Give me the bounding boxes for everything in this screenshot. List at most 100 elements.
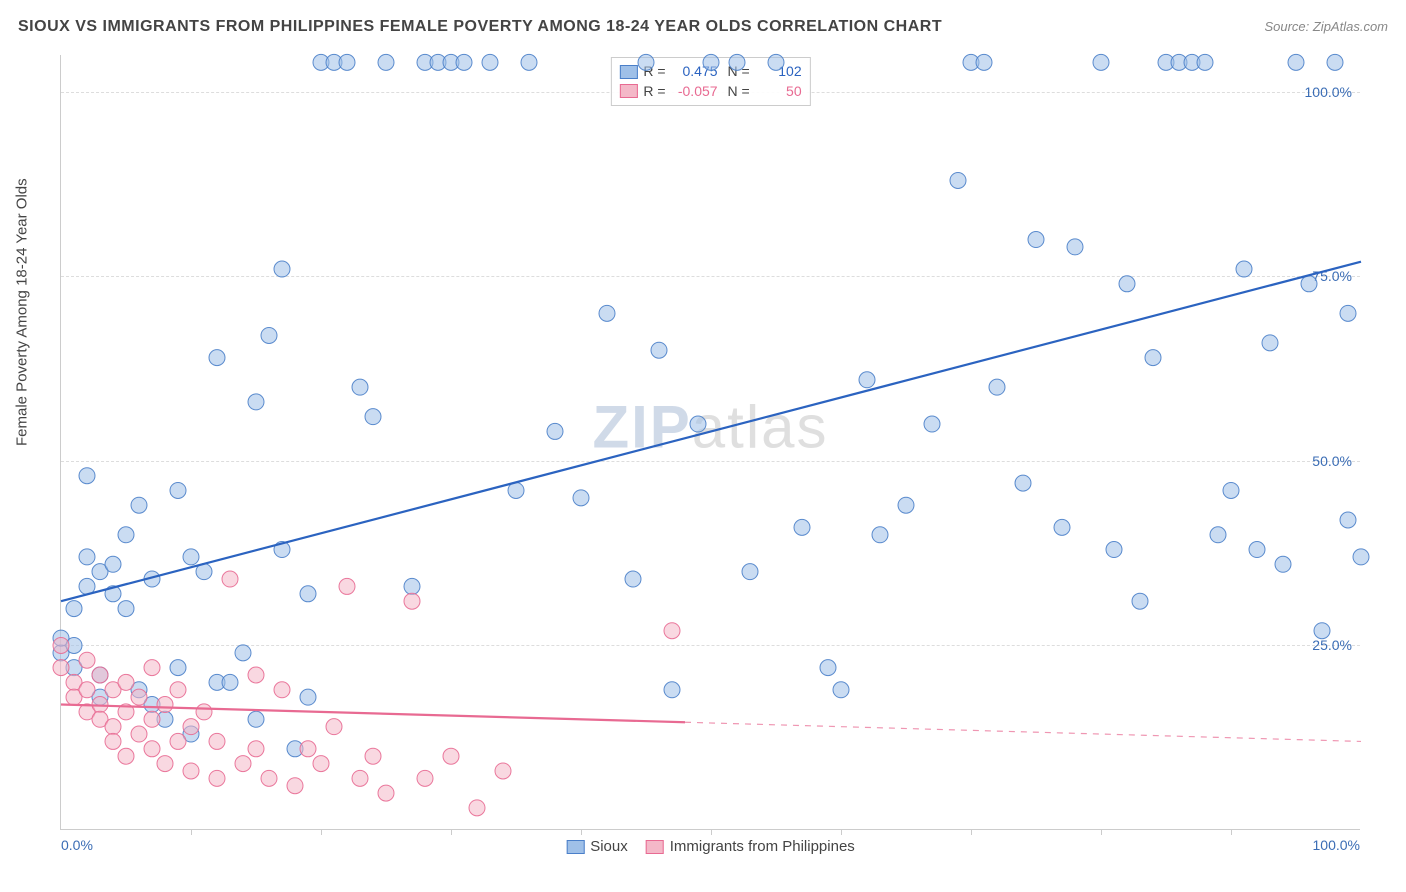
data-point-immigrants-from-philippines (235, 756, 251, 772)
data-point-sioux (742, 564, 758, 580)
data-point-sioux (1314, 623, 1330, 639)
data-point-immigrants-from-philippines (300, 741, 316, 757)
legend-swatch-philippines (646, 840, 664, 854)
data-point-sioux (456, 54, 472, 70)
data-point-sioux (1249, 542, 1265, 558)
data-point-sioux (1015, 475, 1031, 491)
data-point-sioux (729, 54, 745, 70)
data-point-sioux (378, 54, 394, 70)
trend-line-extrapolated-immigrants-from-philippines (685, 722, 1361, 741)
legend-label-philippines: Immigrants from Philippines (670, 838, 855, 855)
x-minor-tick (1101, 829, 1102, 835)
data-point-immigrants-from-philippines (144, 711, 160, 727)
data-point-sioux (1288, 54, 1304, 70)
data-point-sioux (105, 556, 121, 572)
data-point-immigrants-from-philippines (495, 763, 511, 779)
data-point-immigrants-from-philippines (118, 674, 134, 690)
data-point-immigrants-from-philippines (53, 660, 69, 676)
data-point-sioux (1301, 276, 1317, 292)
data-point-sioux (79, 468, 95, 484)
data-point-immigrants-from-philippines (105, 719, 121, 735)
data-point-sioux (209, 350, 225, 366)
data-point-sioux (820, 660, 836, 676)
data-point-immigrants-from-philippines (157, 756, 173, 772)
data-point-sioux (690, 416, 706, 432)
data-point-sioux (222, 674, 238, 690)
series-legend: Sioux Immigrants from Philippines (566, 838, 855, 855)
data-point-immigrants-from-philippines (170, 733, 186, 749)
data-point-sioux (365, 409, 381, 425)
data-point-immigrants-from-philippines (326, 719, 342, 735)
data-point-sioux (924, 416, 940, 432)
data-point-sioux (300, 689, 316, 705)
legend-item-philippines: Immigrants from Philippines (646, 838, 855, 855)
data-point-immigrants-from-philippines (105, 733, 121, 749)
data-point-immigrants-from-philippines (209, 770, 225, 786)
data-point-sioux (625, 571, 641, 587)
data-point-immigrants-from-philippines (248, 741, 264, 757)
data-point-sioux (1119, 276, 1135, 292)
data-point-immigrants-from-philippines (287, 778, 303, 794)
data-point-sioux (703, 54, 719, 70)
data-point-immigrants-from-philippines (404, 593, 420, 609)
data-point-immigrants-from-philippines (118, 748, 134, 764)
data-point-sioux (261, 327, 277, 343)
data-point-sioux (950, 172, 966, 188)
data-point-sioux (1353, 549, 1369, 565)
x-minor-tick (841, 829, 842, 835)
data-point-sioux (118, 601, 134, 617)
y-axis-label: Female Poverty Among 18-24 Year Olds (14, 178, 31, 446)
data-point-sioux (274, 261, 290, 277)
data-point-sioux (170, 660, 186, 676)
x-minor-tick (711, 829, 712, 835)
data-point-immigrants-from-philippines (664, 623, 680, 639)
data-point-sioux (1340, 305, 1356, 321)
data-point-sioux (1106, 542, 1122, 558)
data-point-immigrants-from-philippines (131, 689, 147, 705)
x-minor-tick (971, 829, 972, 835)
data-point-sioux (66, 601, 82, 617)
data-point-sioux (1210, 527, 1226, 543)
data-point-sioux (1327, 54, 1343, 70)
data-point-sioux (521, 54, 537, 70)
data-point-sioux (573, 490, 589, 506)
data-point-sioux (794, 519, 810, 535)
data-point-sioux (638, 54, 654, 70)
data-point-immigrants-from-philippines (157, 697, 173, 713)
data-point-immigrants-from-philippines (92, 667, 108, 683)
x-tick-100: 100.0% (1313, 837, 1360, 853)
data-point-sioux (872, 527, 888, 543)
data-point-immigrants-from-philippines (79, 652, 95, 668)
legend-label-sioux: Sioux (590, 838, 628, 855)
data-point-immigrants-from-philippines (469, 800, 485, 816)
plot-area: ZIPatlas 25.0%50.0%75.0%100.0% R = 0.475… (60, 55, 1360, 830)
data-point-sioux (79, 549, 95, 565)
data-point-immigrants-from-philippines (378, 785, 394, 801)
data-point-sioux (131, 497, 147, 513)
x-tick-0: 0.0% (61, 837, 93, 853)
legend-item-sioux: Sioux (566, 838, 628, 855)
data-point-immigrants-from-philippines (417, 770, 433, 786)
data-point-sioux (599, 305, 615, 321)
data-point-sioux (1067, 239, 1083, 255)
data-point-sioux (1132, 593, 1148, 609)
data-point-immigrants-from-philippines (144, 660, 160, 676)
data-point-sioux (482, 54, 498, 70)
data-point-sioux (339, 54, 355, 70)
data-point-sioux (352, 379, 368, 395)
data-point-sioux (183, 549, 199, 565)
data-point-sioux (768, 54, 784, 70)
data-point-immigrants-from-philippines (443, 748, 459, 764)
data-point-immigrants-from-philippines (339, 578, 355, 594)
x-minor-tick (321, 829, 322, 835)
data-point-sioux (1340, 512, 1356, 528)
data-point-sioux (664, 682, 680, 698)
data-point-immigrants-from-philippines (131, 726, 147, 742)
data-point-sioux (170, 482, 186, 498)
scatter-svg-layer (61, 55, 1360, 829)
x-minor-tick (581, 829, 582, 835)
data-point-immigrants-from-philippines (144, 741, 160, 757)
data-point-immigrants-from-philippines (352, 770, 368, 786)
data-point-immigrants-from-philippines (170, 682, 186, 698)
data-point-sioux (651, 342, 667, 358)
